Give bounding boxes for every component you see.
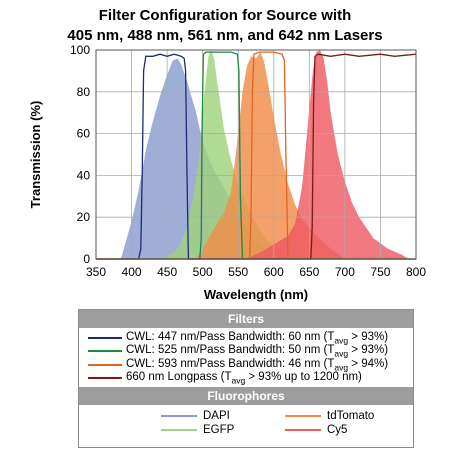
- legend-swatch: [88, 363, 122, 366]
- fluorophore-legend-item: tdTomato: [285, 409, 403, 423]
- filter-legend-label: CWL: 447 nm/Pass Bandwidth: 60 nm (Tavg …: [126, 330, 389, 345]
- filter-legend-label: 660 nm Longpass (Tavg > 93% up to 1200 n…: [126, 371, 362, 386]
- chart-title-line-1: Filter Configuration for Source with: [98, 7, 352, 24]
- x-tick-label: 400: [122, 265, 142, 279]
- filter-transmission-chart: 350 400 450 500 550 600 650 700 750 800 0 20 40 60 80 1…: [28, 43, 426, 302]
- y-tick-label: 0: [83, 252, 90, 266]
- fluorophore-area-cy5: [245, 50, 409, 259]
- filter-lines: [96, 51, 417, 260]
- filter-legend-label: CWL: 525 nm/Pass Bandwidth: 50 nm (Tavg …: [126, 344, 389, 359]
- fluorophore-legend-label: EGFP: [203, 424, 235, 436]
- fluorophore-legend-label: tdTomato: [327, 410, 375, 422]
- filter-legend-rows: CWL: 447 nm/Pass Bandwidth: 60 nm (Tavg …: [79, 328, 413, 387]
- legend-swatch: [285, 415, 321, 417]
- fluorophore-areas: [120, 50, 409, 260]
- y-tick-label: 40: [77, 168, 91, 182]
- fluorophores-heading: Fluorophores: [79, 387, 413, 405]
- x-tick-label: 600: [264, 265, 284, 279]
- x-axis-label: Wavelength (nm): [204, 287, 308, 302]
- x-tick-label: 550: [228, 265, 248, 279]
- fluorophore-area-egfp: [160, 50, 303, 259]
- filter-legend-label: CWL: 593 nm/Pass Bandwidth: 46 nm (Tavg …: [126, 357, 389, 372]
- chart-title: Filter Configuration for Source with 405…: [0, 6, 450, 46]
- legend: Filters CWL: 447 nm/Pass Bandwidth: 60 n…: [78, 309, 414, 448]
- filter-legend-item: CWL: 593 nm/Pass Bandwidth: 46 nm (Tavg …: [79, 358, 413, 372]
- legend-swatch: [88, 350, 122, 353]
- filters-heading: Filters: [79, 310, 413, 328]
- y-tick-label: 60: [77, 127, 91, 141]
- legend-swatch: [285, 429, 321, 431]
- filter-line-1: [96, 53, 416, 260]
- chart-title-line-2: 405 nm, 488 nm, 561 nm, and 642 nm Laser…: [67, 27, 383, 44]
- y-axis-label: Transmission (%): [28, 101, 43, 209]
- plot-frame: [95, 49, 417, 260]
- legend-swatch: [161, 415, 197, 417]
- x-tick-label: 700: [335, 265, 355, 279]
- y-tick-label: 80: [77, 85, 91, 99]
- x-tick-label: 750: [370, 265, 390, 279]
- filter-legend-item: CWL: 525 nm/Pass Bandwidth: 50 nm (Tavg …: [79, 344, 413, 359]
- y-tick-label: 20: [77, 210, 91, 224]
- filter-line-2: [96, 51, 416, 260]
- filter-line-4: [96, 53, 417, 260]
- fluorophore-legend-item: EGFP: [161, 423, 279, 437]
- x-tick-label: 350: [86, 265, 106, 279]
- legend-swatch: [88, 377, 122, 380]
- legend-swatch: [88, 336, 122, 339]
- x-tick-label: 450: [157, 265, 177, 279]
- fluorophore-legend-label: Cy5: [327, 424, 348, 436]
- fluorophore-legend-rows: DAPI tdTomato EGFP Cy5: [79, 405, 413, 437]
- fluorophore-legend-item: Cy5: [285, 423, 403, 437]
- filter-legend-item: 660 nm Longpass (Tavg > 93% up to 1200 n…: [79, 371, 413, 386]
- fluorophore-area-tdtomato: [195, 52, 345, 259]
- y-tick-label: 100: [70, 43, 90, 57]
- legend-swatch: [161, 429, 197, 431]
- fluorophore-legend-label: DAPI: [203, 410, 230, 422]
- x-tick-label: 800: [406, 265, 426, 279]
- filter-line-3: [96, 51, 416, 260]
- filter-legend-item: CWL: 447 nm/Pass Bandwidth: 60 nm (Tavg …: [79, 331, 413, 345]
- x-tick-label: 650: [299, 265, 319, 279]
- fluorophore-legend-item: DAPI: [161, 409, 279, 423]
- tick-labels: 350 400 450 500 550 600 650 700 750 800 0 20 40 60 80 1…: [70, 43, 426, 279]
- x-tick-label: 500: [193, 265, 213, 279]
